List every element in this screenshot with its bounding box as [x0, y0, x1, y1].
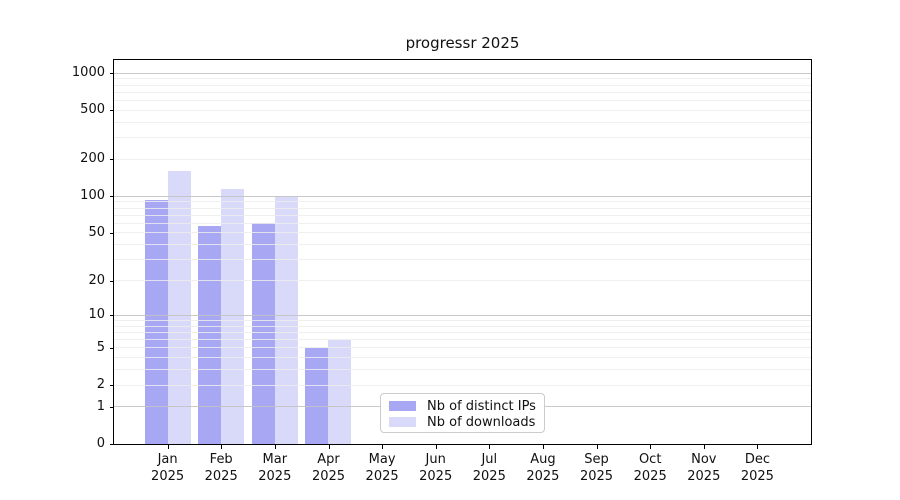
minor-gridline — [114, 137, 811, 138]
y-tickmark — [110, 315, 114, 317]
minor-gridline — [114, 222, 811, 224]
minor-gridline — [114, 214, 811, 216]
y-tickmark — [110, 444, 114, 445]
bar-apr-ips — [305, 347, 329, 444]
y-tickmark — [110, 385, 114, 386]
legend-item: Nb of distinct IPs — [389, 398, 544, 414]
major-gridline — [114, 72, 811, 74]
y-tick-label: 500 — [80, 102, 105, 118]
minor-gridline — [114, 319, 811, 321]
y-tickmark — [110, 73, 114, 74]
bar-jan-ips — [144, 199, 168, 444]
minor-gridline — [114, 244, 811, 246]
bar-apr-downloads — [328, 339, 352, 444]
bar-mar-ips — [251, 223, 275, 444]
major-gridline — [114, 314, 811, 316]
minor-gridline — [114, 91, 811, 93]
y-tick-label: 20 — [88, 272, 105, 288]
x-tickmark — [542, 445, 544, 449]
x-tickmark — [650, 445, 652, 449]
minor-gridline — [114, 357, 811, 359]
minor-gridline — [114, 259, 811, 261]
minor-gridline — [114, 325, 811, 327]
minor-gridline — [114, 109, 811, 111]
x-tickmark — [274, 445, 276, 449]
x-tickmark — [435, 445, 437, 449]
y-tick-label: 50 — [88, 224, 105, 240]
x-tickmark — [328, 445, 330, 449]
y-tick-label: 100 — [80, 188, 105, 204]
minor-gridline — [114, 78, 811, 80]
x-tickmark — [221, 445, 223, 449]
legend-item: Nb of downloads — [389, 414, 544, 430]
x-tick-label: Apr 2025 — [311, 452, 346, 484]
x-tick-label: Aug 2025 — [526, 452, 560, 484]
legend: Nb of distinct IPs Nb of downloads — [380, 393, 545, 433]
x-tick-label: Mar 2025 — [258, 452, 292, 484]
x-tickmark — [382, 445, 384, 449]
y-tick-label: 200 — [80, 151, 105, 167]
minor-gridline — [114, 207, 811, 209]
minor-gridline — [114, 331, 811, 333]
y-tickmark — [110, 159, 114, 161]
y-tickmark — [110, 406, 114, 408]
plot-area — [113, 59, 812, 445]
x-tick-label: Jul 2025 — [472, 452, 506, 484]
x-tickmark — [596, 445, 598, 449]
x-tickmark — [757, 445, 759, 449]
minor-gridline — [114, 201, 811, 203]
y-tick-label: 1 — [96, 398, 105, 414]
x-tick-label: Sep 2025 — [579, 452, 614, 484]
minor-gridline — [114, 369, 811, 371]
minor-gridline — [114, 99, 811, 101]
minor-gridline — [114, 280, 811, 281]
minor-gridline — [114, 84, 811, 86]
y-tickmark — [110, 196, 114, 198]
minor-gridline — [114, 158, 811, 160]
chart-title: progressr 2025 — [405, 34, 520, 52]
x-tickmark — [167, 445, 169, 449]
y-tickmark — [110, 347, 114, 349]
x-tick-label: Dec 2025 — [740, 452, 774, 484]
major-gridline — [114, 195, 811, 197]
x-tick-label: Jan 2025 — [151, 452, 185, 484]
legend-swatch-distinct-ips — [389, 401, 416, 411]
x-tickmark — [703, 445, 705, 449]
x-tickmark — [489, 445, 491, 449]
minor-gridline — [114, 339, 811, 340]
legend-label: Nb of downloads — [427, 414, 536, 430]
legend-label: Nb of distinct IPs — [427, 398, 536, 414]
y-tickmark — [110, 232, 114, 234]
x-tick-label: Oct 2025 — [633, 452, 667, 484]
y-tick-label: 1000 — [71, 65, 105, 80]
y-tickmark — [110, 280, 114, 282]
y-tick-label: 5 — [96, 339, 105, 355]
x-tick-label: May 2025 — [365, 452, 399, 484]
y-tick-label: 10 — [88, 307, 105, 323]
y-tickmark — [110, 110, 114, 112]
minor-gridline — [114, 232, 811, 234]
legend-swatch-downloads — [389, 417, 416, 427]
minor-gridline — [114, 347, 811, 349]
minor-gridline — [114, 121, 811, 123]
x-tick-label: Jun 2025 — [419, 452, 453, 484]
minor-gridline — [114, 384, 811, 386]
y-tick-label: 2 — [96, 377, 105, 392]
x-tick-label: Nov 2025 — [687, 452, 721, 484]
bar-jan-downloads — [167, 171, 191, 444]
y-tick-label: 0 — [96, 436, 105, 451]
bar-feb-downloads — [221, 189, 245, 444]
x-tick-label: Feb 2025 — [204, 452, 238, 484]
